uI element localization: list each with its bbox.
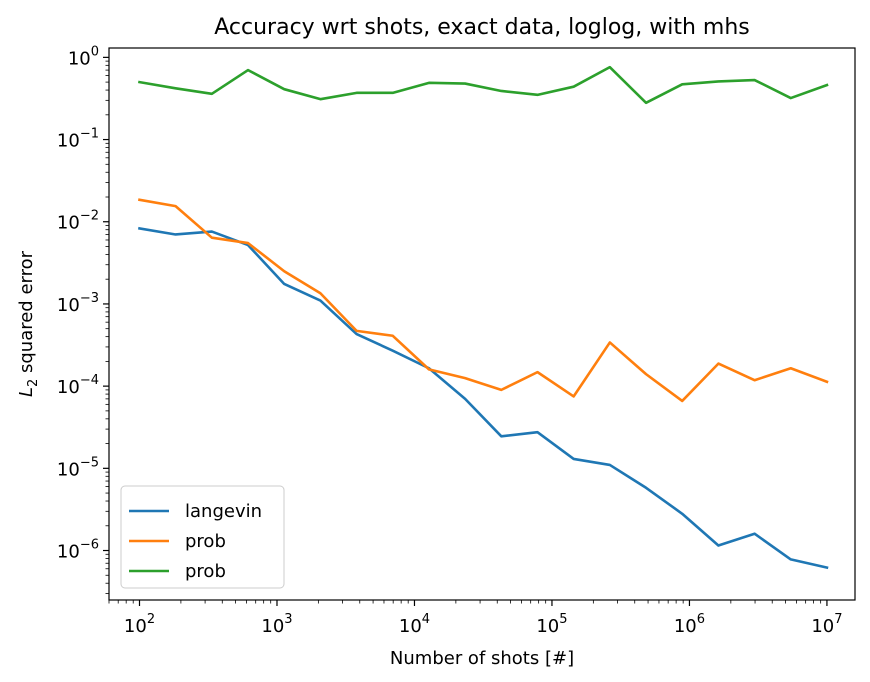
x-tick-label: 107 xyxy=(811,612,842,637)
y-tick-label: 10−1 xyxy=(57,127,99,152)
y-tick-label: 10−5 xyxy=(57,455,99,480)
legend-label: prob xyxy=(185,531,226,552)
y-tick-label: 10−2 xyxy=(57,209,99,234)
y-tick-label: 100 xyxy=(68,44,99,69)
legend-label: langevin xyxy=(185,501,262,522)
legend: langevin prob prob xyxy=(120,485,285,589)
legend-label: prob xyxy=(185,561,226,582)
y-axis-label: L2 squared error xyxy=(16,250,41,397)
y-axis-label-rest: squared error xyxy=(16,250,37,378)
chart-title: Accuracy wrt shots, exact data, loglog, … xyxy=(214,15,750,40)
x-tick-label: 102 xyxy=(124,612,155,637)
y-tick-label: 10−6 xyxy=(57,538,99,563)
series-line-2 xyxy=(137,198,829,403)
y-tick-label: 10−4 xyxy=(57,373,99,398)
x-axis-label: Number of shots [#] xyxy=(390,648,574,669)
x-tick-label: 104 xyxy=(399,612,430,637)
series-line-3 xyxy=(137,65,829,105)
series-line-1 xyxy=(138,226,829,570)
x-tick-label: 103 xyxy=(261,612,292,637)
x-tick-label: 105 xyxy=(536,612,567,637)
plot-frame xyxy=(108,47,856,601)
x-tick-label: 106 xyxy=(674,612,705,637)
y-tick-label: 10−3 xyxy=(57,291,99,316)
y-axis-label-sub: 2 xyxy=(26,379,41,387)
y-axis-label-main: L xyxy=(16,387,37,397)
